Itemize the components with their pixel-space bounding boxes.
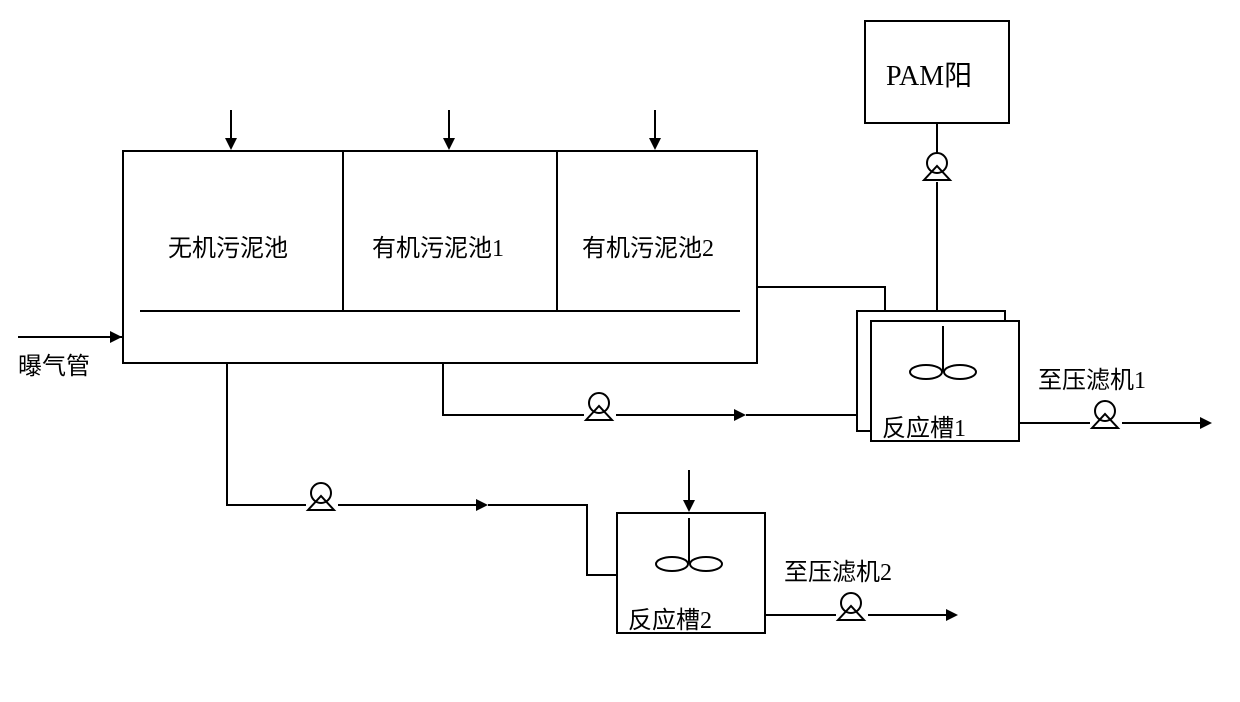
org-arrow — [734, 409, 746, 421]
sep-2 — [556, 150, 558, 310]
line-pam-down1 — [936, 124, 938, 154]
inorg-arrow — [476, 499, 488, 511]
inorg-h4 — [586, 574, 616, 576]
line-pam-down2 — [936, 182, 938, 320]
aeration-label: 曝气管 — [18, 346, 90, 381]
r2-out-arrow — [946, 609, 958, 621]
inorg-h1 — [226, 504, 306, 506]
pump-inorganic — [304, 482, 338, 512]
tank-right-out — [758, 286, 886, 288]
react1-label: 反应槽1 — [882, 408, 966, 443]
aeration-line — [18, 336, 122, 338]
inorg-h3 — [488, 504, 588, 506]
inorg-down2 — [586, 504, 588, 574]
r1-out-h2 — [1122, 422, 1202, 424]
pump-organic — [582, 392, 616, 422]
inlet-a-line — [230, 110, 232, 140]
pump-pam — [920, 152, 954, 182]
inorg-drop — [226, 364, 228, 504]
pump-press1 — [1088, 400, 1122, 430]
r1-out-arrow — [1200, 417, 1212, 429]
org-h3 — [746, 414, 870, 416]
sep-1 — [342, 150, 344, 310]
inlet-c-arrow — [649, 138, 661, 150]
out1-label: 至压滤机1 — [1038, 360, 1146, 395]
react2-in-arrow — [683, 500, 695, 512]
inlet-c-line — [654, 110, 656, 140]
inlet-b-arrow — [443, 138, 455, 150]
out2-label: 至压滤机2 — [784, 552, 892, 587]
inlet-a-arrow — [225, 138, 237, 150]
org-drop — [442, 364, 444, 414]
pool-a-label: 无机污泥池 — [168, 228, 288, 263]
r1-out-h — [1020, 422, 1090, 424]
r2-out-h — [766, 614, 836, 616]
pool-b-label: 有机污泥池1 — [372, 228, 504, 263]
r2-out-h2 — [868, 614, 948, 616]
react1-mixer — [898, 326, 988, 396]
pam-label: PAM阳 — [886, 54, 972, 94]
react2-label: 反应槽2 — [628, 600, 712, 635]
org-h1 — [442, 414, 584, 416]
aeration-arrow — [110, 331, 122, 343]
pool-c-label: 有机污泥池2 — [582, 228, 714, 263]
inner-bottom-line — [140, 310, 740, 312]
react2-in-line — [688, 470, 690, 502]
react2-mixer — [644, 518, 734, 588]
org-h2 — [616, 414, 736, 416]
inorg-h2 — [338, 504, 478, 506]
inlet-b-line — [448, 110, 450, 140]
pump-press2 — [834, 592, 868, 622]
